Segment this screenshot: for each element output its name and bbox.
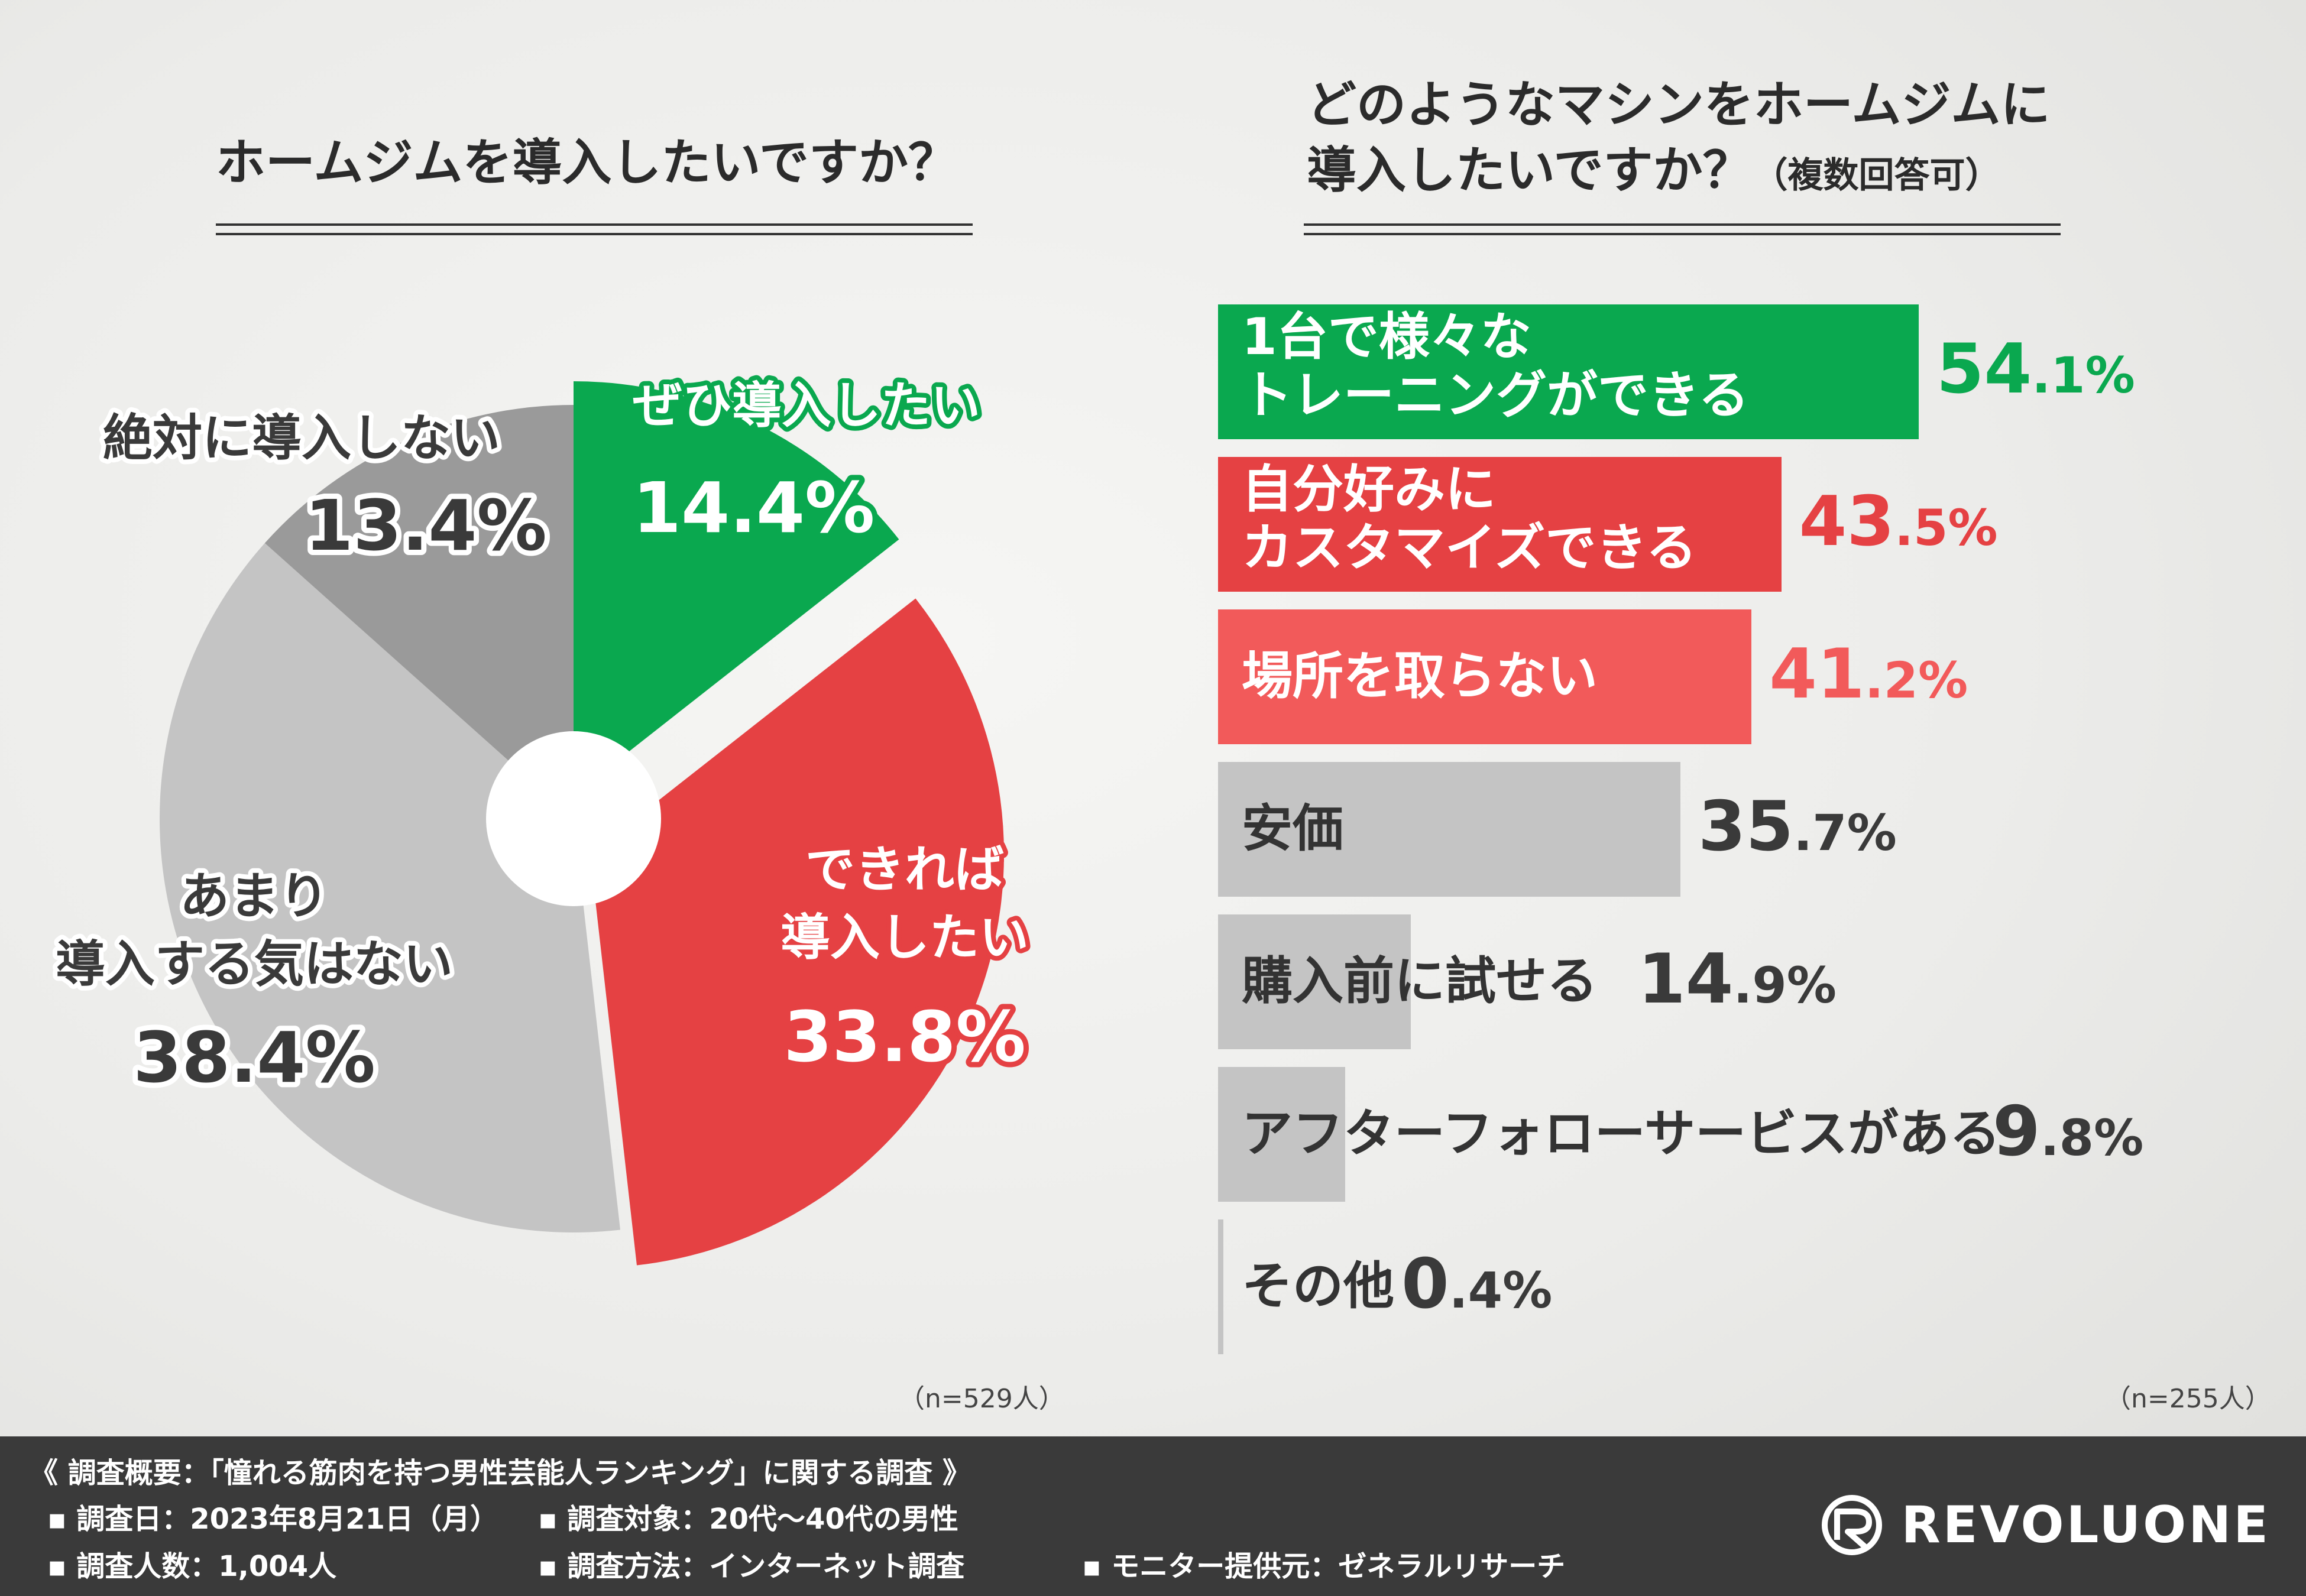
brand-logo-icon xyxy=(1822,1495,1883,1555)
bar-row-6: その他 0.4% xyxy=(1218,1219,2282,1354)
pie-label-2-line-0: あまり xyxy=(180,867,329,925)
bar-5 xyxy=(1218,1067,1345,1202)
bar-chart-title-note: （複数回答可） xyxy=(1752,154,2001,196)
bar-value-3: 35.7% xyxy=(1698,787,1897,867)
bar-value-4-tail: .9% xyxy=(1733,956,1837,1014)
survey-date: ▪ 調査日：2023年8月21日（月） xyxy=(47,1503,499,1536)
right-title-rule-top xyxy=(1304,223,2061,226)
bar-value-2: 41.2% xyxy=(1769,634,1968,714)
bar-value-2-tail: .2% xyxy=(1864,651,1968,709)
bar-3 xyxy=(1218,762,1680,897)
bar-chart-title-line1: どのようなマシンをホームジムに xyxy=(1307,76,2051,134)
bar-value-3-tail: .7% xyxy=(1793,804,1897,862)
pie-value-3: 13.4% xyxy=(305,485,546,566)
pie-value-0: 14.4% xyxy=(633,467,875,549)
pie-value-1: 33.8% xyxy=(783,996,1025,1078)
pie-label-0-line-0: ぜひ導入したい xyxy=(633,377,980,434)
bar-row-4: 購入前に試せる 14.9% xyxy=(1218,914,2282,1049)
bar-label-3-line-0: 安価 xyxy=(1242,799,1343,858)
bar-value-6: 0.4% xyxy=(1401,1244,1552,1324)
bar-label-4-line-0: 購入前に試せる xyxy=(1242,952,1598,1011)
bar-label-0: 1台で様々な トレーニングができる xyxy=(1242,308,1749,425)
bar-row-5: アフターフォローサービスがある 9.8% xyxy=(1218,1067,2282,1202)
bar-6 xyxy=(1218,1219,1223,1354)
bar-4 xyxy=(1218,914,1411,1049)
bar-label-6-line-0: その他 xyxy=(1242,1257,1394,1316)
right-title-rule-bottom xyxy=(1304,233,2061,235)
bar-label-1: 自分好みに カスタマイズできる xyxy=(1242,460,1697,578)
bar-value-1-main: 43 xyxy=(1799,482,1895,562)
bar-row-1: 自分好みに カスタマイズできる 43.5% xyxy=(1218,457,2282,592)
pie-slice-0 xyxy=(574,381,899,795)
survey-summary: 《 調査概要：「憧れる筋肉を持つ男性芸能人ランキング」に関する調査 》 xyxy=(30,1456,971,1490)
bar-label-6: その他 xyxy=(1242,1257,1394,1316)
bar-value-2-main: 41 xyxy=(1769,634,1865,714)
bar-row-2: 場所を取らない 41.2% xyxy=(1218,609,2282,744)
survey-target: ▪ 調査対象：20代〜40代の男性 xyxy=(538,1503,958,1536)
bar-value-3-main: 35 xyxy=(1698,787,1794,867)
bar-value-5: 9.8% xyxy=(1993,1092,2143,1172)
bar-label-2: 場所を取らない xyxy=(1242,647,1598,706)
pie-label-1-line-1: 導入したい xyxy=(780,909,1029,966)
bar-2 xyxy=(1218,609,1752,744)
bar-label-4: 購入前に試せる xyxy=(1242,952,1598,1011)
bar-chart: 1台で様々な トレーニングができる 54.1% 自分好みに カスタマイズできる 43.5%… xyxy=(1218,304,2282,1354)
pie-center-hole xyxy=(486,731,661,906)
bar-value-0-tail: .1% xyxy=(2032,346,2135,404)
survey-method: ▪ 調査方法：インターネット調査 xyxy=(538,1550,965,1583)
brand-logo: REVOLUONE xyxy=(1819,1493,2271,1558)
pie-value-2: 38.4% xyxy=(133,1017,375,1098)
bar-value-5-main: 9 xyxy=(1993,1092,2041,1172)
bar-value-0-main: 54 xyxy=(1936,329,2032,409)
bar-label-3: 安価 xyxy=(1242,800,1343,858)
bar-label-5-line-0: アフターフォローサービスがある xyxy=(1242,1104,2001,1163)
bar-value-1-tail: .5% xyxy=(1894,499,1998,557)
brand-logo-text: REVOLUONE xyxy=(1901,1496,2271,1555)
bar-value-6-tail: .4% xyxy=(1449,1261,1553,1319)
bar-label-5: アフターフォローサービスがある xyxy=(1242,1105,2000,1163)
pie-slice-2 xyxy=(160,543,620,1232)
bar-chart-title-line2: 導入したいですか？（複数回答可） xyxy=(1307,138,2050,203)
bar-row-0: 1台で様々な トレーニングができる 54.1% xyxy=(1218,304,2282,439)
bar-sample-size: （n=255人） xyxy=(2105,1384,2271,1414)
bar-value-4: 14.9% xyxy=(1638,939,1837,1019)
pie-label-3-line-0: 絶対に導入しない xyxy=(103,409,500,467)
bar-label-1-line-1: カスタマイズできる xyxy=(1242,518,1697,578)
bar-chart-title: どのようなマシンをホームジムに 導入したいですか？（複数回答可） xyxy=(1307,72,2050,203)
pie-sample-size: （n=529人） xyxy=(899,1384,1065,1414)
bar-chart-title-main: 導入したいですか？ xyxy=(1307,141,1753,199)
survey-provider: ▪ モニター提供元：ゼネラルリサーチ xyxy=(1082,1550,1566,1583)
bar-label-0-line-0: 1台で様々な xyxy=(1242,307,1531,366)
pie-label-1-line-0: できれば xyxy=(805,841,1004,898)
bar-value-0: 54.1% xyxy=(1936,329,2135,409)
bar-row-3: 安価 35.7% xyxy=(1218,762,2282,897)
bar-1 xyxy=(1218,457,1782,592)
pie-label-2-line-1: 導入する気はない xyxy=(56,935,453,993)
bar-value-5-tail: .8% xyxy=(2040,1109,2144,1167)
left-title-rule-bottom xyxy=(216,233,973,235)
left-title-rule-top xyxy=(216,223,973,226)
pie-slice-3 xyxy=(264,405,574,819)
pie-chart-title: ホームジムを導入したいですか？ xyxy=(216,134,958,192)
bar-value-1: 43.5% xyxy=(1799,482,1998,562)
footer: 《 調査概要：「憧れる筋肉を持つ男性芸能人ランキング」に関する調査 》 ▪ 調査… xyxy=(0,1436,2306,1596)
bar-label-1-line-0: 自分好みに xyxy=(1242,460,1496,519)
bar-0 xyxy=(1218,304,1919,439)
pie-slice-1 xyxy=(590,598,1004,1266)
bar-label-2-line-0: 場所を取らない xyxy=(1242,647,1598,706)
bar-value-6-main: 0 xyxy=(1401,1244,1449,1324)
survey-count: ▪ 調査人数：1,004人 xyxy=(47,1550,337,1583)
bar-value-4-main: 14 xyxy=(1638,939,1734,1019)
bar-label-0-line-1: トレーニングができる xyxy=(1242,365,1750,425)
